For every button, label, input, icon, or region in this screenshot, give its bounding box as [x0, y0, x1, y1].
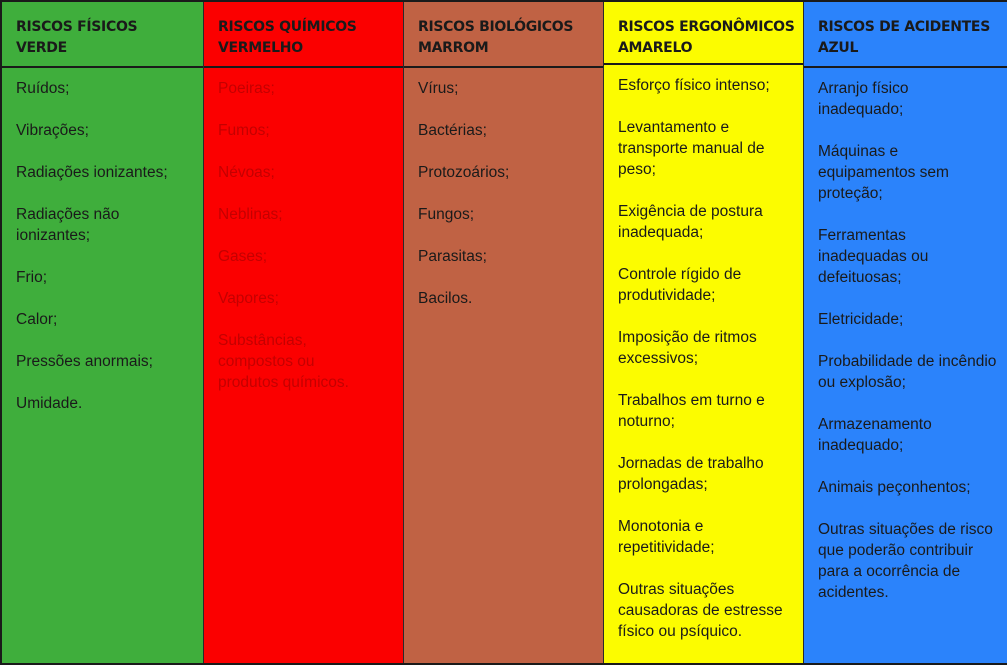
list-item: Esforço físico intenso; — [618, 77, 770, 94]
list-item: Calor; — [16, 311, 58, 328]
list-item: Controle rígido de produtividade; — [618, 266, 742, 304]
column-items: Esforço físico intenso; Levantamento e t… — [604, 65, 803, 663]
list-item: Imposição de ritmos excessivos; — [618, 329, 757, 367]
list-item: Substâncias, compostos ou produtos quími… — [218, 332, 349, 391]
list-item: Fungos; — [418, 206, 475, 223]
column-color-name: AMARELO — [618, 40, 693, 56]
column-ergonomic-risks: RISCOS ERGONÔMICOS AMARELO Esforço físic… — [603, 2, 803, 663]
list-item: Gases; — [218, 248, 268, 265]
column-title: RISCOS DE ACIDENTES — [818, 19, 990, 35]
column-header: RISCOS DE ACIDENTES AZUL — [804, 2, 1007, 68]
column-title: RISCOS BIOLÓGICOS — [418, 19, 574, 35]
column-color-name: VERMELHO — [218, 40, 303, 56]
list-item: Outras situações de risco que poderão co… — [818, 521, 993, 601]
list-item: Poeiras; — [218, 80, 275, 97]
list-item: Jornadas de trabalho prolongadas; — [618, 455, 764, 493]
list-item: Trabalhos em turno e noturno; — [618, 392, 765, 430]
column-items: Vírus; Bactérias; Protozoários; Fungos; … — [404, 68, 603, 663]
list-item: Névoas; — [218, 164, 275, 181]
column-header: RISCOS QUÍMICOS VERMELHO — [204, 2, 403, 68]
list-item: Monotonia e repetitividade; — [618, 518, 715, 556]
column-title: RISCOS FÍSICOS — [16, 19, 138, 35]
column-items: Poeiras; Fumos; Névoas; Neblinas; Gases;… — [204, 68, 403, 663]
list-item: Frio; — [16, 269, 47, 286]
column-color-name: AZUL — [818, 40, 859, 56]
list-item: Animais peçonhentos; — [818, 479, 971, 496]
column-color-name: VERDE — [16, 40, 67, 56]
column-color-name: MARROM — [418, 40, 489, 56]
list-item: Armazenamento inadequado; — [818, 416, 932, 454]
column-header: RISCOS FÍSICOS VERDE — [2, 2, 203, 68]
list-item: Bacilos. — [418, 290, 473, 307]
column-items: Arranjo físico inadequado; Máquinas e eq… — [804, 68, 1007, 663]
list-item: Radiações não ionizantes; — [16, 206, 120, 244]
column-accident-risks: RISCOS DE ACIDENTES AZUL Arranjo físico … — [803, 2, 1007, 663]
list-item: Outras situações causadoras de estresse … — [618, 581, 783, 640]
list-item: Arranjo físico inadequado; — [818, 80, 909, 118]
list-item: Máquinas e equipamentos sem proteção; — [818, 143, 949, 202]
column-header: RISCOS ERGONÔMICOS AMARELO — [604, 2, 803, 65]
list-item: Levantamento e transporte manual de peso… — [618, 119, 765, 178]
list-item: Fumos; — [218, 122, 270, 139]
column-biological-risks: RISCOS BIOLÓGICOS MARROM Vírus; Bactéria… — [403, 2, 603, 663]
column-items: Ruídos; Vibrações; Radiações ionizantes;… — [2, 68, 203, 663]
list-item: Neblinas; — [218, 206, 283, 223]
list-item: Probabilidade de incêndio ou explosão; — [818, 353, 997, 391]
list-item: Bactérias; — [418, 122, 487, 139]
list-item: Eletricidade; — [818, 311, 904, 328]
list-item: Protozoários; — [418, 164, 510, 181]
list-item: Parasitas; — [418, 248, 487, 265]
list-item: Pressões anormais; — [16, 353, 153, 370]
column-title: RISCOS ERGONÔMICOS — [618, 19, 795, 35]
column-header: RISCOS BIOLÓGICOS MARROM — [404, 2, 603, 68]
list-item: Vibrações; — [16, 122, 89, 139]
list-item: Ferramentas inadequadas ou defeituosas; — [818, 227, 929, 286]
list-item: Umidade. — [16, 395, 83, 412]
list-item: Vírus; — [418, 80, 459, 97]
list-item: Vapores; — [218, 290, 279, 307]
column-title: RISCOS QUÍMICOS — [218, 19, 357, 35]
list-item: Ruídos; — [16, 80, 70, 97]
column-physical-risks: RISCOS FÍSICOS VERDE Ruídos; Vibrações; … — [2, 2, 203, 663]
column-chemical-risks: RISCOS QUÍMICOS VERMELHO Poeiras; Fumos;… — [203, 2, 403, 663]
list-item: Exigência de postura inadequada; — [618, 203, 763, 241]
list-item: Radiações ionizantes; — [16, 164, 168, 181]
